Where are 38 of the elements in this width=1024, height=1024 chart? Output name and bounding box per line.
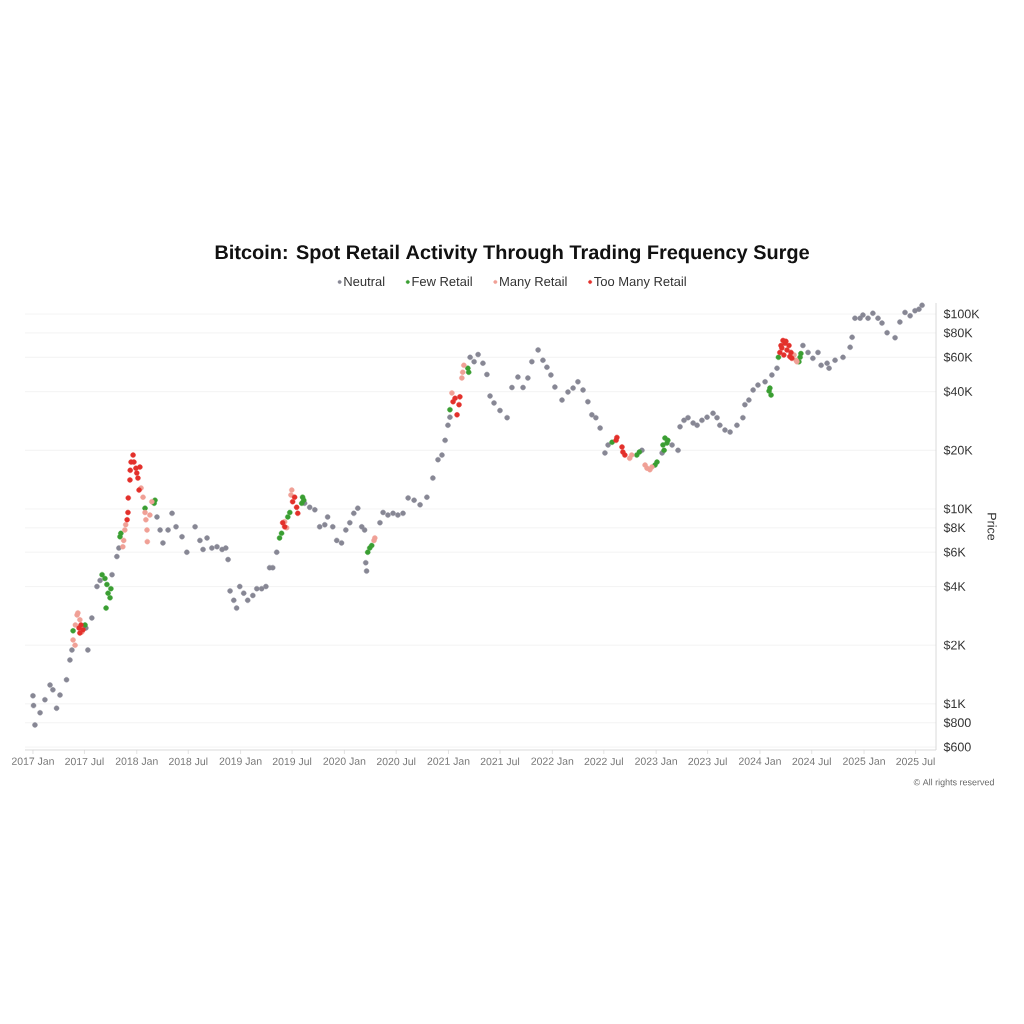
x-tick-label: 2020 Jan [323, 757, 366, 765]
x-tick-label: 2018 Jul [169, 757, 208, 766]
chart-title: Bitcoin: Spot Retail Activity Through Trading Frequency Surge [215, 244, 809, 264]
y-tick-label: $20K [943, 445, 973, 456]
y-tick-label: $6K [943, 547, 966, 558]
y-tick-label: $100K [943, 309, 980, 320]
y-tick-label: $1K [943, 698, 966, 709]
legend-label: Many Retail [500, 276, 567, 289]
x-tick-label: 2018 Jan [115, 757, 158, 765]
x-tick-label: 2017 Jul [65, 757, 104, 766]
x-tick-label: 2025 Jan [843, 757, 885, 765]
y-tick-label: $800 [943, 717, 971, 728]
x-tick-label: 2025 Jul [896, 757, 935, 766]
x-tick-label: 2024 Jul [792, 757, 831, 766]
x-tick-label: 2022 Jul [584, 757, 623, 766]
y-tick-label: $600 [943, 742, 971, 753]
y-tick-label: $2K [943, 640, 966, 651]
legend-label: Few Retail [412, 276, 472, 287]
y-tick-label: $8K [943, 522, 966, 533]
x-tick-label: 2021 Jan [427, 757, 470, 765]
y-tick-label: $80K [943, 327, 973, 338]
x-tick-label: 2022 Jan [531, 757, 574, 765]
legend-label: Neutral [344, 276, 385, 287]
x-tick-label: 2019 Jan [219, 757, 262, 765]
y-tick-label: $10K [943, 503, 973, 515]
y-axis-title: Price [987, 513, 997, 541]
y-tick-label: $40K [943, 386, 973, 397]
x-tick-label: 2024 Jan [738, 757, 781, 765]
legend-label: Too Many Retail [594, 276, 686, 289]
y-tick-label: $60K [943, 352, 973, 363]
y-tick-label: $4K [943, 581, 966, 592]
x-tick-label: 2017 Jan [11, 757, 54, 765]
x-tick-label: 2020 Jul [376, 757, 416, 766]
x-tick-label: 2019 Jul [272, 757, 312, 766]
x-tick-label: 2023 Jul [688, 757, 727, 766]
x-tick-label: 2023 Jan [635, 757, 677, 765]
text: © All rights reserved [913, 778, 994, 788]
x-tick-label: 2021 Jul [480, 757, 520, 766]
